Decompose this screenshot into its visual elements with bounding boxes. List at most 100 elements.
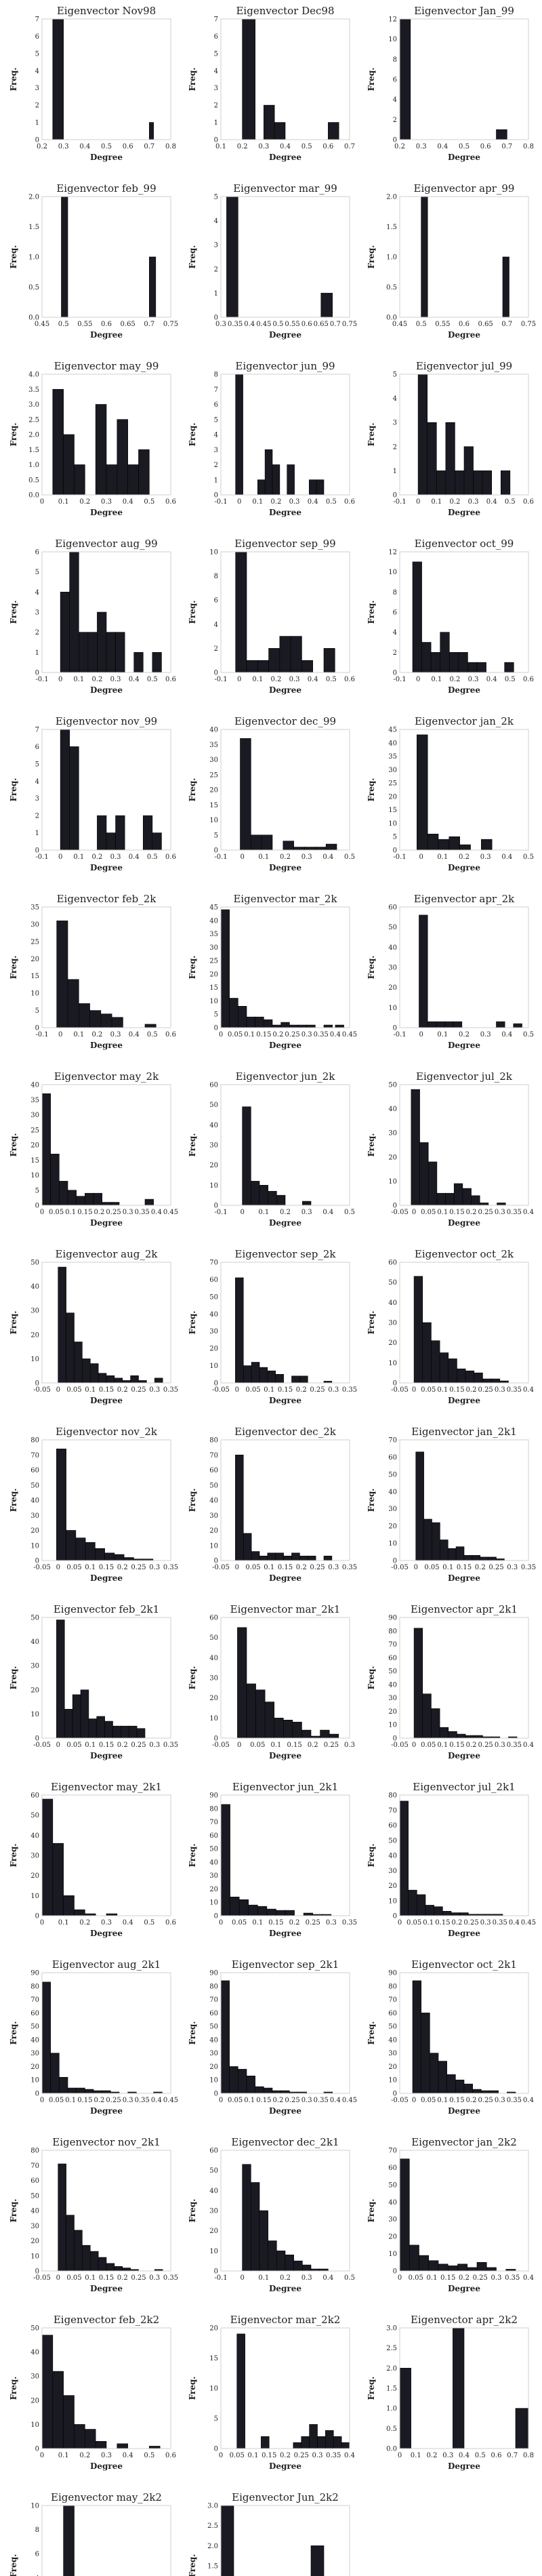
histogram-bar <box>235 1454 244 1561</box>
panel-title: Eigenvector jun_2k <box>236 1070 336 1083</box>
x-tick-label: 0.1 <box>437 1386 448 1394</box>
y-tick-label: 40 <box>388 2199 397 2207</box>
histogram-bar <box>479 1203 489 1206</box>
histogram-bar <box>421 642 432 673</box>
panel-title: Eigenvector aug_2k1 <box>52 1958 161 1971</box>
y-tick-label: 30 <box>30 1512 39 1520</box>
x-tick-label: 0.5 <box>344 1209 355 1216</box>
histogram-bar <box>66 2215 75 2272</box>
x-tick-label: 0.2 <box>117 1564 128 1571</box>
x-tick-label: 0.55 <box>435 321 450 328</box>
histogram-bar <box>428 1161 438 1206</box>
y-tick-label: 2.0 <box>28 432 39 439</box>
x-tick-label: 0 <box>412 1742 416 1749</box>
histogram-bar <box>267 1552 276 1561</box>
x-tick-label: 0.25 <box>478 2097 493 2104</box>
x-tick-label: 0.6 <box>123 143 133 150</box>
histogram-panel: Eigenvector dec_2k1-0.1 0 0.1 0.2 0.3 0.4 0.50… <box>188 2136 355 2293</box>
y-tick-label: 20 <box>209 1886 218 1893</box>
y-tick-label: 0 <box>393 1735 397 1743</box>
x-tick-label: 0.35 <box>505 2274 520 2282</box>
histogram-bar <box>114 1377 123 1384</box>
y-tick-label: 40 <box>30 1638 39 1646</box>
histogram-panel: Eigenvector jul_99-0.1 0 0.1 0.2 0.3 0.4 0.5 0.… <box>367 360 534 517</box>
x-tick-label: 0.15 <box>99 1742 114 1749</box>
y-axis-label: Freq. <box>9 1666 18 1690</box>
x-tick-label: -0.05 <box>391 2097 409 2104</box>
y-tick-label: 40 <box>30 1832 39 1840</box>
histogram-bar <box>122 1380 131 1384</box>
histogram-bar <box>115 815 125 851</box>
y-axis-label: Freq. <box>367 68 376 92</box>
histogram-bar <box>333 2436 342 2449</box>
x-tick-label: 0.2 <box>296 1386 307 1394</box>
y-tick-label: 0 <box>214 2268 218 2276</box>
x-tick-label: 0.15 <box>77 2097 92 2104</box>
y-tick-label: 8 <box>393 589 397 597</box>
y-tick-label: 1 <box>393 468 397 475</box>
histogram-bar <box>496 129 507 140</box>
y-tick-label: 20 <box>30 2064 39 2071</box>
y-tick-label: 50 <box>209 1846 218 1853</box>
x-tick-label: 0.5 <box>147 676 158 683</box>
y-tick-label: 10 <box>30 2503 39 2510</box>
plot-frame <box>220 551 350 673</box>
x-tick-label: 0.1 <box>73 676 84 683</box>
histogram-bar <box>431 1708 440 1739</box>
y-tick-label: 4 <box>35 778 39 786</box>
x-tick-label: 0.05 <box>421 1209 436 1216</box>
x-tick-label: 0.8 <box>523 143 534 150</box>
x-tick-label: 0.2 <box>427 2452 438 2459</box>
y-tick-label: 10 <box>30 1172 39 1180</box>
x-tick-label: 0.6 <box>165 498 176 506</box>
histogram-panel: Eigenvector apr_2k1-0.05 0 0.05 0.1 0.15 0.2 0… <box>367 1603 534 1760</box>
x-tick-label: 0.5 <box>326 676 337 683</box>
x-tick-label: 0.3 <box>480 1919 491 1927</box>
histogram-bar <box>60 592 70 673</box>
plot-frame <box>220 2150 350 2272</box>
histogram-bar <box>242 18 255 140</box>
histogram-bar <box>50 1154 60 1206</box>
plot-frame <box>399 1439 529 1561</box>
histogram-bar <box>280 1022 290 1028</box>
histogram-bar <box>96 1716 105 1739</box>
x-tick-label: 0.2 <box>270 498 281 506</box>
y-tick-label: 50 <box>209 2167 218 2175</box>
y-tick-label: 40 <box>30 2036 39 2044</box>
histogram-bar <box>251 2182 260 2272</box>
y-tick-label: 80 <box>209 1437 218 1445</box>
x-tick-label: 0.1 <box>431 676 442 683</box>
histogram-bar <box>264 449 273 496</box>
y-tick-label: 15 <box>209 802 218 809</box>
y-axis-label: Freq. <box>188 1133 197 1157</box>
histogram-bar <box>52 18 64 140</box>
x-tick-label: 0.5 <box>459 143 470 150</box>
x-tick-label: 0.6 <box>459 321 470 328</box>
y-tick-label: 40 <box>30 1283 39 1291</box>
histogram-bar <box>220 909 230 1028</box>
x-tick-label: 0.25 <box>131 1386 146 1394</box>
histogram-bar <box>41 1093 51 1206</box>
y-tick-label: 20 <box>209 971 218 978</box>
histogram-bar <box>463 1555 473 1561</box>
y-tick-label: 20 <box>209 2228 218 2235</box>
x-tick-label: 0.6 <box>165 2452 176 2459</box>
histogram-bar <box>293 847 305 851</box>
histogram-bar <box>474 1372 483 1384</box>
x-tick-label: 0.2 <box>394 143 405 150</box>
histogram-bar <box>76 2087 85 2094</box>
x-tick-label: 0.05 <box>421 2097 436 2104</box>
x-tick-label: 0.1 <box>58 1919 69 1927</box>
histogram-bar <box>63 1895 75 1916</box>
histogram-bar <box>112 1725 121 1739</box>
y-tick-label: 20 <box>209 1346 218 1353</box>
y-tick-label: 50 <box>209 1634 218 1642</box>
panel-title: Eigenvector dec_2k <box>234 1426 337 1438</box>
x-tick-label: 0.3 <box>110 676 121 683</box>
y-tick-label: 15 <box>388 807 397 814</box>
x-tick-label: 0.3 <box>495 1386 505 1394</box>
y-tick-label: 20 <box>30 2238 39 2245</box>
y-tick-label: 20 <box>209 1162 218 1169</box>
histogram-bar <box>482 1378 492 1384</box>
x-tick-label: 0.05 <box>232 1919 247 1927</box>
